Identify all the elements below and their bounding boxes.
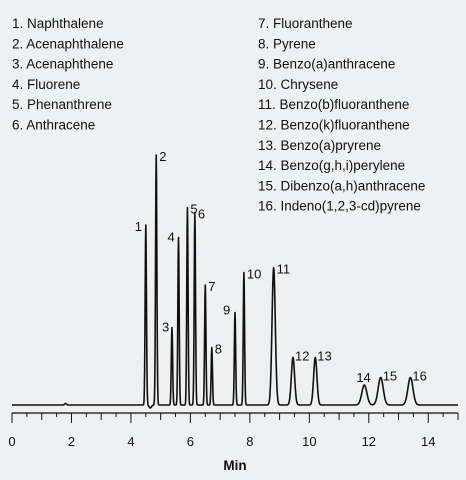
peak-label: 14 bbox=[356, 370, 370, 385]
legend-item: 6. Anthracene bbox=[12, 118, 95, 133]
legend-item: 4. Fluorene bbox=[12, 77, 80, 92]
x-tick-label: 6 bbox=[187, 434, 194, 449]
peak-label: 16 bbox=[412, 369, 426, 384]
x-tick-label: 2 bbox=[68, 434, 75, 449]
peak-label: 3 bbox=[162, 320, 169, 335]
peak-label: 1 bbox=[135, 219, 142, 234]
peak-label: 8 bbox=[215, 342, 222, 357]
peak-label: 5 bbox=[190, 202, 197, 217]
x-tick-label: 10 bbox=[302, 434, 316, 449]
peak-label: 4 bbox=[168, 230, 175, 245]
legend-item: 10. Chrysene bbox=[258, 77, 338, 92]
x-tick-label: 4 bbox=[127, 434, 134, 449]
legend: 1. Naphthalene 2. Acenaphthalene 3. Acenap… bbox=[12, 16, 425, 214]
peak-label: 6 bbox=[198, 207, 205, 222]
legend-item: 3. Acenaphthene bbox=[12, 57, 113, 72]
peak-label: 13 bbox=[317, 349, 331, 364]
x-axis-title: Min bbox=[223, 458, 246, 473]
legend-item: 14. Benzo(g,h,i)perylene bbox=[258, 158, 405, 173]
x-tick-label: 12 bbox=[362, 434, 376, 449]
peak-label: 10 bbox=[247, 267, 261, 282]
legend-item: 8. Pyrene bbox=[258, 36, 316, 51]
legend-item: 15. Dibenzo(a,h)anthracene bbox=[258, 178, 425, 193]
peak-label: 15 bbox=[383, 369, 397, 384]
legend-item: 1. Naphthalene bbox=[12, 16, 104, 31]
legend-item: 7. Fluoranthene bbox=[258, 16, 353, 31]
x-tick-label: 0 bbox=[8, 434, 15, 449]
peak-label: 12 bbox=[295, 349, 309, 364]
x-axis-ticks: 0 2 4 6 8 10 12 14 bbox=[8, 413, 459, 449]
legend-item: 12. Benzo(k)fluoranthene bbox=[258, 118, 410, 133]
peak-label: 11 bbox=[277, 262, 291, 277]
peak-label: 9 bbox=[223, 303, 230, 318]
peak-label: 7 bbox=[208, 279, 215, 294]
x-tick-label: 8 bbox=[246, 434, 253, 449]
legend-item: 9. Benzo(a)anthracene bbox=[258, 57, 395, 72]
chromatogram-trace bbox=[11, 154, 459, 409]
legend-item: 16. Indeno(1,2,3-cd)pyrene bbox=[258, 199, 421, 214]
peak-label: 2 bbox=[159, 149, 166, 164]
legend-item: 13. Benzo(a)pryrene bbox=[258, 138, 381, 153]
legend-item: 11. Benzo(b)fluoranthene bbox=[258, 97, 409, 112]
x-tick-label: 14 bbox=[421, 434, 435, 449]
legend-item: 2. Acenaphthalene bbox=[12, 36, 124, 51]
legend-item: 5. Phenanthrene bbox=[12, 97, 112, 112]
